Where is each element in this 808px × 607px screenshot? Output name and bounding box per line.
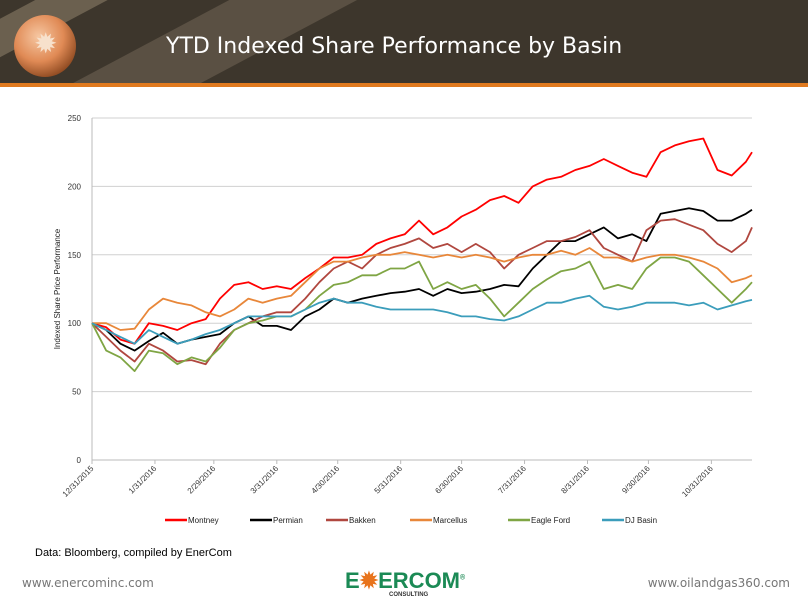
y-tick-label: 100	[68, 319, 82, 328]
y-tick-label: 0	[77, 456, 82, 465]
legend-label: Bakken	[349, 516, 376, 525]
series-line-marcellus	[92, 247, 753, 331]
legend-label: DJ Basin	[625, 516, 657, 525]
y-tick-label: 200	[68, 182, 82, 191]
y-tick-label: 250	[68, 114, 82, 123]
x-tick-label: 6/30/2016	[433, 464, 465, 496]
x-tick-label: 8/31/2016	[559, 464, 591, 496]
series-line-bakken	[91, 218, 753, 366]
legend-label: Permian	[273, 516, 303, 525]
series-line-dj-basin	[91, 294, 753, 345]
x-tick-label: 4/30/2016	[310, 464, 342, 496]
logo-subtitle: CONSULTING	[389, 592, 429, 598]
x-tick-label: 9/30/2016	[620, 464, 652, 496]
series-line-permian	[91, 207, 753, 352]
data-source-note: Data: Bloomberg, compiled by EnerCom	[35, 547, 232, 559]
legend-label: Montney	[188, 516, 219, 525]
y-tick-label: 150	[68, 251, 82, 260]
legend-label: Eagle Ford	[531, 516, 570, 525]
globe-logo-icon: ✹	[14, 15, 76, 77]
series-line-eagle-ford	[91, 256, 753, 373]
x-tick-label: 3/31/2016	[249, 464, 281, 496]
x-tick-label: 12/31/2015	[61, 464, 96, 499]
legend-label: Marcellus	[433, 516, 467, 525]
oilandgas360-url-link[interactable]: www.oilandgas360.com	[647, 576, 790, 590]
x-tick-label: 2/29/2016	[186, 464, 218, 496]
x-tick-label: 7/31/2016	[496, 464, 528, 496]
header-banner: ✹ YTD Indexed Share Performance by Basin	[0, 0, 808, 84]
x-tick-label: 10/31/2016	[680, 464, 715, 499]
accent-stripe	[0, 83, 808, 87]
page-title: YTD Indexed Share Performance by Basin	[166, 34, 623, 59]
enercom-url-link[interactable]: www.enercominc.com	[22, 576, 154, 590]
series-line-montney	[91, 137, 753, 345]
y-tick-label: 50	[72, 388, 81, 397]
enercom-logo: E✹ERCOM® CONSULTING	[345, 568, 466, 598]
x-tick-label: 1/31/2016	[127, 464, 159, 496]
y-axis-title: Indexed Share Price Performance	[53, 228, 62, 349]
x-tick-label: 5/31/2016	[373, 464, 405, 496]
